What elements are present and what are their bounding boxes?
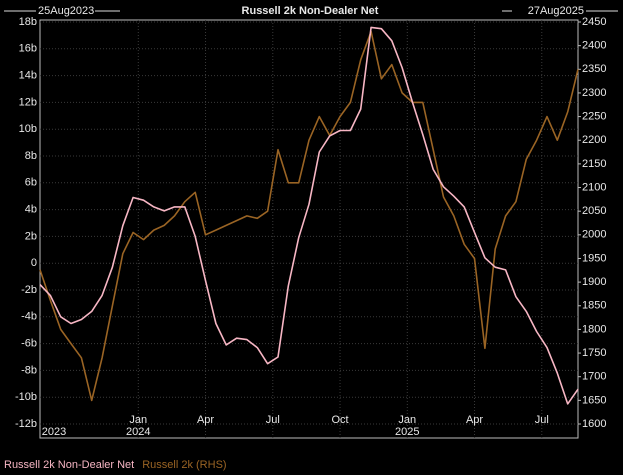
y2-tick-label: 2150 — [582, 158, 606, 170]
y2-tick-label: 2100 — [582, 181, 606, 193]
series-line — [39, 26, 579, 405]
y2-tick-label: 2050 — [582, 205, 606, 217]
y-tick-label: 4b — [25, 204, 37, 216]
y2-tick-label: 1950 — [582, 252, 606, 264]
y2-tick-label: 1750 — [582, 347, 606, 359]
y2-tick-label: 1800 — [582, 323, 606, 335]
x-year-label: 2025 — [395, 426, 419, 438]
y2-tick-label: 2200 — [582, 134, 606, 146]
y2-tick-label: 1650 — [582, 394, 606, 406]
y2-tick-label: 2250 — [582, 110, 606, 122]
y2-tick-label: 1600 — [582, 418, 606, 430]
y-tick-label: 0 — [31, 257, 37, 269]
y2-tick-label: 1700 — [582, 371, 606, 383]
y-tick-label: -4b — [21, 311, 37, 323]
y-tick-label: 18b — [19, 16, 37, 28]
x-tick-label: Jul — [535, 414, 549, 426]
y-tick-label: -12b — [15, 418, 37, 430]
y2-tick-label: 2350 — [582, 63, 606, 75]
y2-tick-label: 2300 — [582, 87, 606, 99]
x-tick-label: Jan — [129, 414, 147, 426]
y2-tick-label: 2450 — [582, 16, 606, 28]
y-tick-label: -8b — [21, 364, 37, 376]
y-tick-label: -6b — [21, 338, 37, 350]
chart-title: Russell 2k Non-Dealer Net — [242, 5, 379, 17]
y-tick-label: -10b — [15, 391, 37, 403]
y2-tick-label: 2000 — [582, 229, 606, 241]
x-year-label: 2023 — [42, 426, 66, 438]
plot-frame — [39, 19, 579, 439]
y-tick-label: 2b — [25, 230, 37, 242]
start-label: 25Aug2023 — [38, 5, 94, 17]
y2-tick-label: 1900 — [582, 276, 606, 288]
y-tick-label: 6b — [25, 177, 37, 189]
x-tick-label: Jul — [266, 414, 280, 426]
x-tick-label: Jan — [398, 414, 416, 426]
legend-label: Russell 2k Non-Dealer Net — [4, 459, 134, 471]
legend-label: Russell 2k (RHS) — [142, 459, 226, 471]
y2-tick-label: 1850 — [582, 300, 606, 312]
y-tick-label: 14b — [19, 70, 37, 82]
y2-tick-label: 2400 — [582, 40, 606, 52]
y-tick-label: 10b — [19, 123, 37, 135]
x-year-label: 2024 — [126, 426, 150, 438]
x-tick-label: Apr — [466, 414, 483, 426]
y-tick-label: 16b — [19, 43, 37, 55]
x-tick-label: Apr — [197, 414, 214, 426]
y-tick-label: -2b — [21, 284, 37, 296]
series-line — [39, 30, 579, 402]
end-label: 27Aug2025 — [528, 5, 584, 17]
x-tick-label: Oct — [331, 414, 348, 426]
y-tick-label: 8b — [25, 150, 37, 162]
y-tick-label: 12b — [19, 96, 37, 108]
